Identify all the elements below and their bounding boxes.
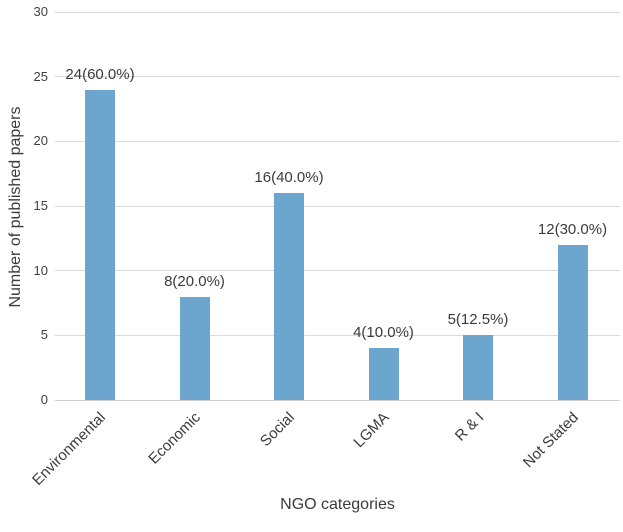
y-tick-label: 10	[33, 262, 48, 278]
bar	[179, 296, 210, 400]
y-tick-label: 0	[40, 392, 48, 407]
gridline	[55, 270, 620, 272]
gridline	[55, 140, 620, 142]
x-tick-label: R & I	[451, 409, 488, 445]
gridline	[55, 76, 620, 78]
bar	[463, 335, 493, 400]
y-tick-label: 15	[33, 198, 48, 213]
y-tick-label: 30	[33, 4, 48, 19]
bar-value-label: 24(60.0%)	[65, 65, 135, 83]
x-tick-label: Not Stated	[519, 409, 582, 472]
bar	[557, 244, 588, 400]
x-axis-title: NGO categories	[280, 496, 395, 513]
bar-value-label: 12(30.0%)	[537, 220, 608, 238]
x-tick-label: Environmental	[29, 409, 110, 489]
gridline	[55, 11, 620, 13]
x-tick-label: LGMA	[350, 409, 393, 452]
x-tick-label: Social	[257, 409, 299, 450]
bar-value-label: 8(20.0%)	[164, 272, 225, 290]
bar	[274, 193, 304, 400]
gridline	[55, 205, 620, 207]
bar-value-label: 5(12.5%)	[447, 311, 509, 329]
y-tick-label: 25	[33, 68, 48, 84]
y-tick-label: 20	[33, 133, 48, 149]
bar	[85, 89, 115, 400]
bar	[368, 348, 399, 400]
gridline	[55, 334, 620, 336]
gridline	[55, 399, 620, 401]
y-tick-label: 5	[40, 327, 48, 343]
bar-value-label: 16(40.0%)	[254, 169, 324, 187]
x-tick-label: Economic	[144, 409, 204, 468]
bar-value-label: 4(10.0%)	[353, 324, 414, 342]
